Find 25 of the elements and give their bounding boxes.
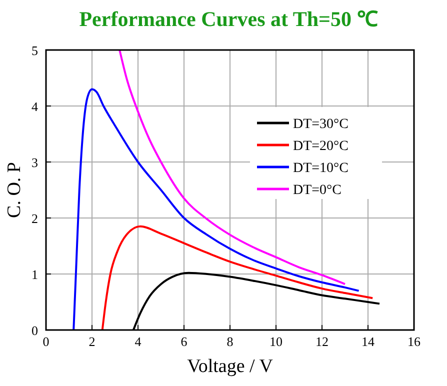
- x-tick-label: 14: [362, 334, 375, 349]
- line-series: [101, 225, 374, 330]
- y-tick-label: 3: [32, 155, 38, 170]
- legend-label: DT=20°C: [293, 139, 348, 154]
- legend-label: DT=30°C: [293, 117, 348, 132]
- x-tick-label: 6: [180, 334, 188, 349]
- x-tick-label: 10: [270, 334, 282, 349]
- x-tick-label: 12: [316, 334, 328, 349]
- y-tick-label: 4: [32, 99, 38, 114]
- x-tick-label: 0: [42, 334, 50, 349]
- legend-label: DT=0°C: [293, 183, 342, 198]
- x-tick-label: 4: [134, 334, 142, 349]
- x-tick-label: 16: [408, 334, 421, 349]
- x-axis-title: Voltage / V: [187, 356, 274, 377]
- line-series: [118, 50, 346, 286]
- legend-label: DT=10°C: [293, 161, 348, 176]
- line-series: [72, 88, 360, 330]
- y-tick-label: 1: [32, 267, 38, 282]
- y-axis-title: C. O. P: [4, 162, 25, 218]
- x-tick-label: 2: [88, 334, 96, 349]
- y-tick-label: 0: [32, 323, 38, 338]
- chart-title: Performance Curves at Th=50 ℃: [79, 7, 378, 31]
- y-tick-label: 5: [32, 43, 38, 58]
- x-tick-label: 8: [226, 334, 234, 349]
- y-tick-label: 2: [32, 211, 38, 226]
